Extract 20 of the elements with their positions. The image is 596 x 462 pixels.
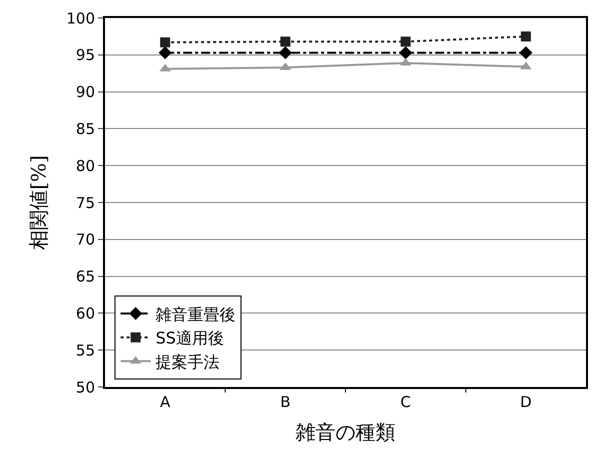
x-tick-label: B — [280, 393, 291, 411]
y-tick-label: 65 — [76, 268, 95, 286]
y-tick-label: 50 — [76, 378, 95, 396]
legend-label: 提案手法 — [156, 352, 220, 372]
x-tick-label: C — [400, 393, 411, 411]
y-tick-label: 100 — [66, 9, 95, 28]
y-tick-label: 75 — [76, 194, 95, 212]
y-tick-label: 55 — [76, 341, 95, 360]
legend-label: 雑音重畳後 — [156, 304, 236, 324]
y-tick-label: 60 — [76, 304, 95, 322]
y-axis-title: 相関値[%] — [26, 155, 50, 250]
x-tick-label: A — [160, 393, 171, 411]
y-tick-label: 95 — [76, 46, 95, 64]
x-tick-label: D — [520, 393, 532, 411]
y-tick-label: 85 — [76, 120, 95, 138]
y-tick-label: 70 — [76, 230, 95, 249]
y-tick-label: 80 — [76, 156, 95, 175]
y-tick-label: 90 — [76, 83, 95, 102]
legend-label: SS適用後 — [156, 328, 224, 348]
x-axis-title: 雑音の種類 — [296, 420, 396, 444]
